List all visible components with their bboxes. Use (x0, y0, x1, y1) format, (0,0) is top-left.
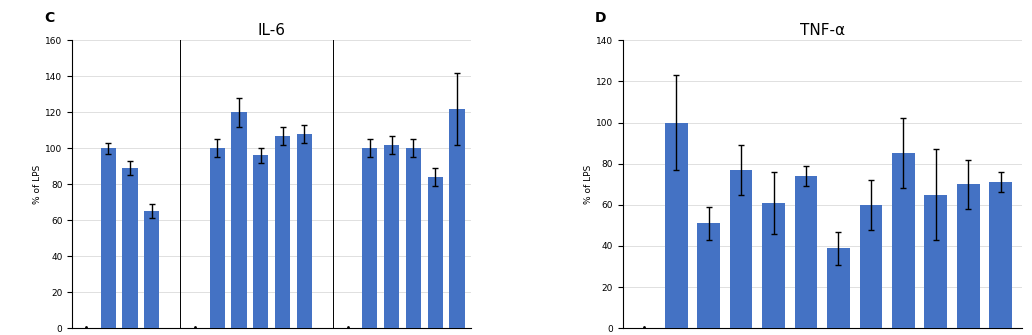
Bar (827, 248, 849, 328)
Bar (253, 155, 268, 328)
Y-axis label: % of LPS: % of LPS (33, 164, 42, 204)
Bar (231, 112, 247, 328)
Bar (892, 153, 914, 328)
Bar (990, 182, 1012, 328)
Bar (665, 123, 687, 328)
Bar (427, 177, 443, 328)
Title: IL-6: IL-6 (258, 23, 286, 38)
Bar (362, 148, 378, 328)
Bar (406, 148, 421, 328)
Bar (925, 195, 947, 328)
Bar (275, 136, 290, 328)
Bar (957, 184, 979, 328)
Text: C: C (44, 11, 55, 25)
Bar (209, 148, 225, 328)
Bar (860, 205, 882, 328)
Text: D: D (594, 11, 607, 25)
Bar (384, 145, 399, 328)
Bar (100, 148, 116, 328)
Bar (297, 134, 312, 328)
Bar (144, 211, 159, 328)
Bar (730, 170, 752, 328)
Bar (763, 203, 785, 328)
Title: TNF-α: TNF-α (800, 23, 845, 38)
Bar (123, 168, 137, 328)
Bar (795, 176, 817, 328)
Bar (698, 223, 720, 328)
Bar (449, 109, 464, 328)
Y-axis label: % of LPS: % of LPS (584, 164, 593, 204)
